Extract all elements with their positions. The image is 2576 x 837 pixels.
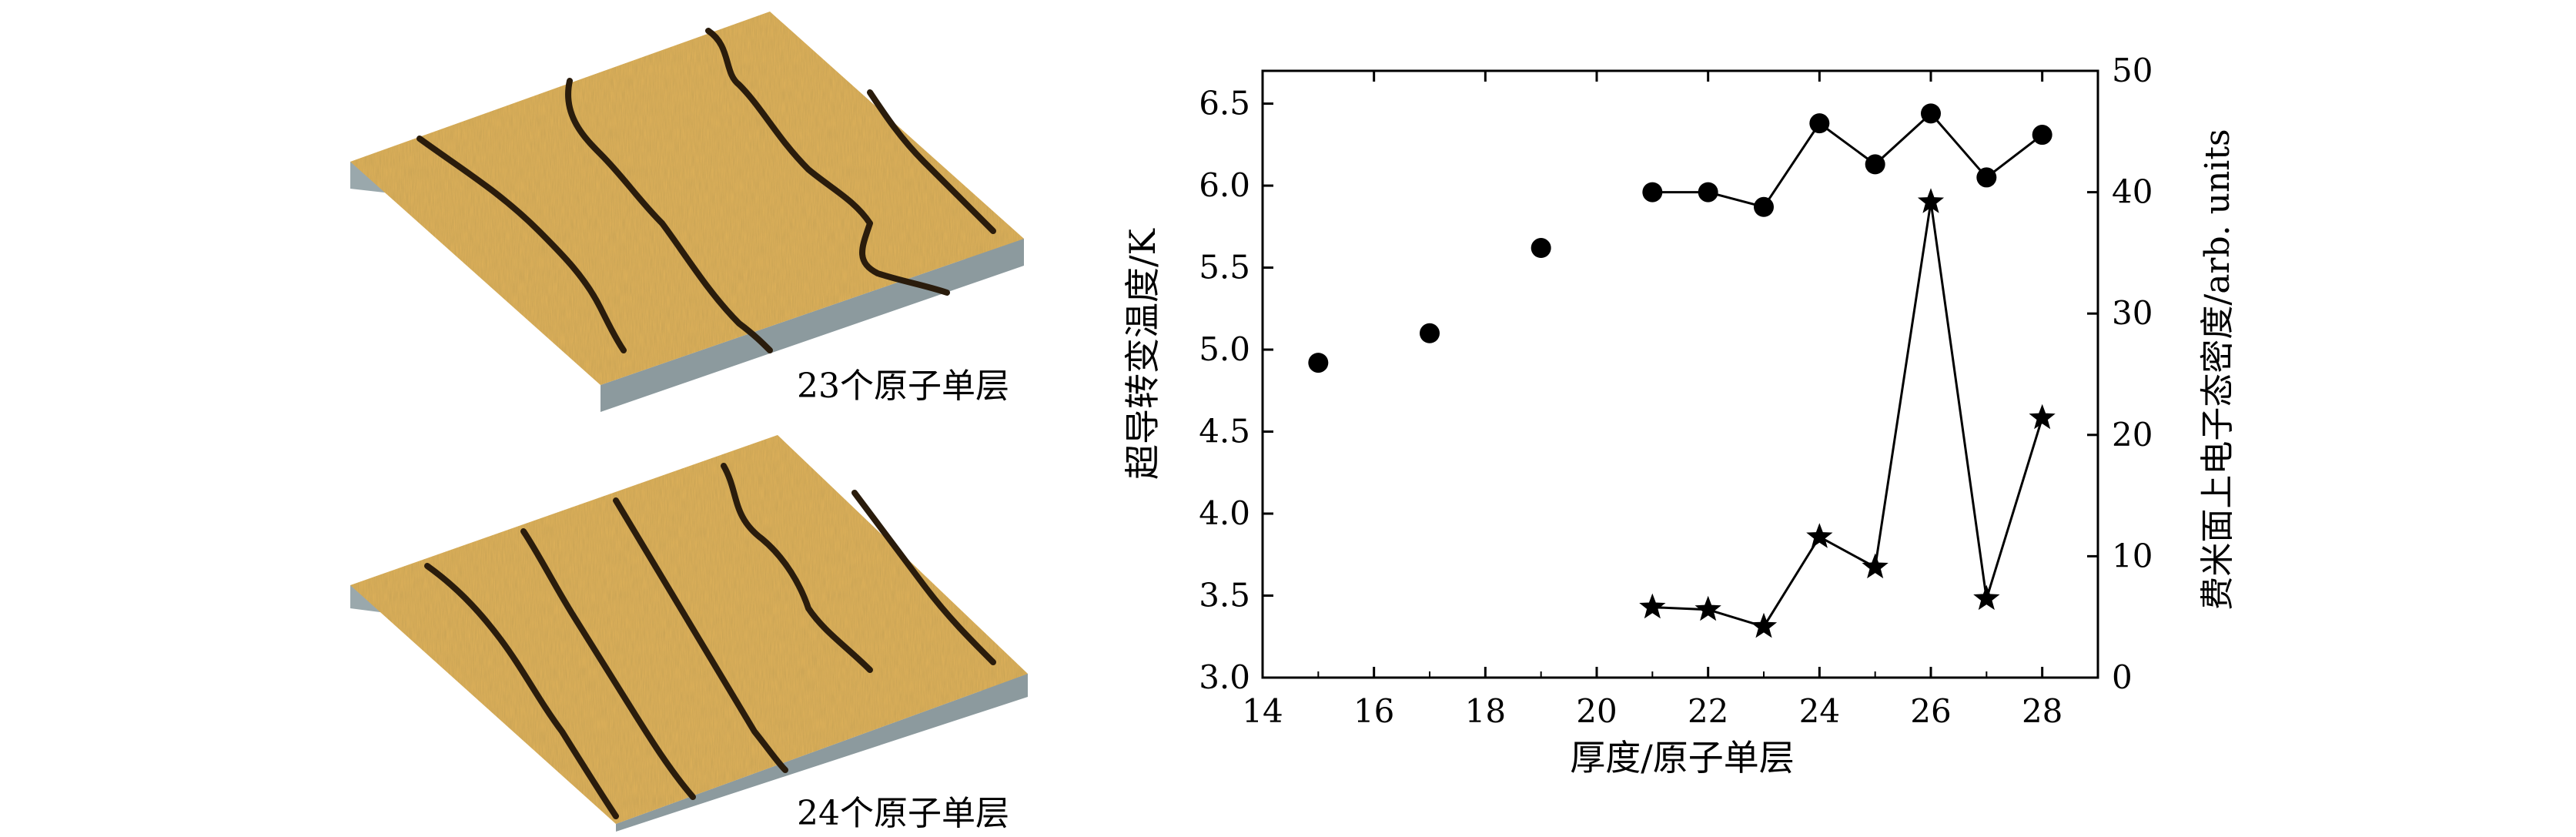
- y-tick-label: 5.0: [1199, 330, 1250, 368]
- terrace-side-front: [616, 674, 1028, 832]
- y-tick-label: 3.0: [1199, 658, 1250, 696]
- data-point-tc: [1642, 182, 1663, 203]
- step-edge: [520, 528, 696, 800]
- data-point-tc: [1921, 103, 1941, 124]
- step-edge: [565, 78, 773, 353]
- data-point-tc: [1865, 154, 1885, 175]
- x-tick-label: 26: [1910, 692, 1951, 730]
- panel-caption-23: 23个原子单层: [797, 367, 1009, 406]
- data-point-tc: [1531, 238, 1551, 259]
- data-point-tc: [1976, 167, 1997, 188]
- data-point-tc: [1308, 353, 1329, 373]
- y-tick-label: 4.0: [1199, 494, 1250, 532]
- x-tick-label: 28: [2022, 692, 2062, 730]
- series-line-2: [1652, 201, 2044, 628]
- x-tick-label: 24: [1799, 692, 1840, 730]
- x-tick-label: 20: [1576, 692, 1617, 730]
- step-edge: [867, 89, 996, 234]
- data-point-dos: [1973, 584, 2000, 611]
- data-point-dos: [1639, 593, 1666, 619]
- y-right-tick-label: 0: [2112, 658, 2133, 696]
- stm-panel-24: [350, 435, 1028, 832]
- series-group: [1308, 103, 2056, 638]
- data-point-dos: [2029, 403, 2056, 430]
- data-point-dos: [1750, 612, 1778, 638]
- ticks: 14 16 18 20 22 24 26 28 3.0 3.5 4.0 4.5 5.0 5.5 6.0 6.5…: [1199, 52, 2153, 730]
- y-tick-label: 4.5: [1199, 413, 1250, 450]
- x-tick-label: 22: [1688, 692, 1728, 730]
- panel-caption-24: 24个原子单层: [797, 794, 1009, 833]
- y-tick-label: 3.5: [1199, 577, 1250, 614]
- data-point-dos: [1917, 188, 1945, 213]
- y-right-tick-label: 30: [2112, 294, 2153, 332]
- y-tick-label: 5.5: [1199, 249, 1250, 286]
- x-tick-label: 18: [1465, 692, 1506, 730]
- step-edges: [424, 463, 996, 819]
- data-point-dos: [1806, 523, 1833, 548]
- step-edge: [851, 490, 996, 665]
- data-point-dos: [1694, 595, 1721, 621]
- data-point-tc: [2032, 125, 2052, 146]
- step-edge: [613, 497, 788, 773]
- x-tick-label: 14: [1242, 692, 1283, 730]
- stm-panel-23: [350, 12, 1024, 412]
- y-tick-label: 6.5: [1199, 85, 1250, 122]
- data-point-tc: [1809, 113, 1830, 134]
- step-edge: [417, 136, 627, 353]
- step-edges: [417, 28, 996, 353]
- step-edge: [721, 463, 873, 673]
- step-edge: [705, 28, 950, 296]
- axes: [1261, 69, 2099, 679]
- data-point-tc: [1420, 323, 1440, 343]
- y-right-tick-label: 40: [2112, 173, 2153, 211]
- y-right-tick-label: 20: [2112, 416, 2153, 454]
- y-axis-label: 超导转变温度/K: [1122, 227, 1163, 479]
- y-axis-label-right: 费米面上电子态密度/arb. units: [2198, 129, 2237, 610]
- y-right-tick-label: 10: [2112, 537, 2153, 574]
- x-tick-label: 16: [1353, 692, 1394, 730]
- chart: 14 16 18 20 22 24 26 28 3.0 3.5 4.0 4.5 5.0 5.5 6.0 6.5…: [1122, 52, 2237, 778]
- y-right-tick-label: 50: [2112, 52, 2153, 89]
- terrace-texture: [350, 12, 1024, 385]
- data-point-dos: [1862, 553, 1889, 579]
- x-axis-label: 厚度/原子单层: [1570, 737, 1795, 778]
- data-point-tc: [1754, 196, 1774, 217]
- data-point-tc: [1698, 182, 1718, 203]
- terrace-texture: [350, 435, 1028, 824]
- plot-frame: [1261, 69, 2099, 679]
- y-tick-label: 6.0: [1199, 166, 1250, 204]
- step-edge: [424, 563, 619, 819]
